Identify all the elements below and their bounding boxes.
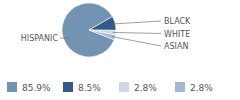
legend-swatch <box>7 82 17 92</box>
legend-label: 2.8% <box>190 83 213 93</box>
chart: HISPANIC BLACK WHITE ASIAN 85.9% 8.5% 2.8% 2.8% <box>0 0 240 100</box>
pie-slice <box>89 17 116 31</box>
slice-label: WHITE <box>164 30 190 39</box>
legend-label: 8.5% <box>78 83 101 93</box>
leader-line <box>60 38 70 39</box>
leader-line <box>112 37 161 46</box>
legend: 85.9% 8.5% 2.8% 2.8% <box>7 82 213 93</box>
legend-swatch <box>175 82 185 92</box>
pie <box>62 3 116 57</box>
pie-slice <box>89 30 116 40</box>
legend-label: 85.9% <box>22 83 51 93</box>
slice-labels: HISPANIC BLACK WHITE ASIAN <box>21 17 191 51</box>
legend-swatch <box>63 82 73 92</box>
slice-label: ASIAN <box>164 42 188 51</box>
leader-line <box>113 32 161 33</box>
legend-swatch <box>119 82 129 92</box>
slice-label: HISPANIC <box>21 34 59 43</box>
leader-line <box>112 21 161 24</box>
legend-label: 2.8% <box>134 83 157 93</box>
slice-label: BLACK <box>164 17 191 26</box>
